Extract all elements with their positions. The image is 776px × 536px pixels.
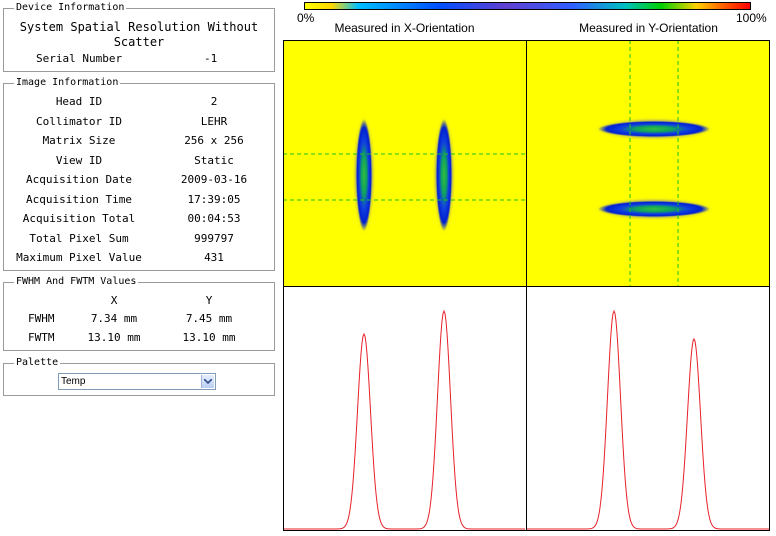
fwhm-x-value: 7.34 mm: [90, 312, 138, 325]
image-info-value: 999797: [194, 231, 234, 245]
image-info-label: Acquisition Time: [26, 192, 132, 206]
device-information-legend: Device Information: [14, 2, 127, 14]
y-image-panel: [527, 40, 770, 286]
image-information-legend: Image Information: [14, 77, 121, 89]
image-info-label: Total Pixel Sum: [29, 231, 129, 245]
fwhm-column-y-header: Y: [205, 294, 213, 307]
x-line-source-right: [436, 119, 452, 231]
serial-number-label: Serial Number: [36, 52, 123, 65]
fwhm-column-x-header: X: [110, 294, 118, 307]
y-profile-panel: [527, 287, 770, 531]
colorbar-max-label: 100%: [736, 11, 767, 25]
palette-select[interactable]: Temp: [58, 373, 216, 390]
palette-legend: Palette: [14, 357, 61, 369]
image-info-value: 2: [210, 95, 218, 108]
fwtm-y-value: 13.10 mm: [182, 331, 236, 344]
serial-number-value: -1: [204, 52, 218, 65]
image-info-label: Acquisition Date: [26, 173, 132, 186]
measurement-panels: [283, 40, 770, 531]
image-info-value: 256 x 256: [184, 134, 244, 147]
x-profile-panel: [283, 287, 526, 531]
fwtm-row-label: FWTM: [28, 331, 55, 344]
image-info-label: View ID: [55, 153, 103, 167]
device-information-group: Device Information System Spatial Resolu…: [3, 2, 275, 72]
image-info-label: Head ID: [55, 95, 103, 108]
device-description-line2: Scatter: [113, 35, 165, 49]
device-description-line1: System Spatial Resolution Without: [19, 20, 259, 34]
y-profile-curve: [527, 309, 769, 530]
x-image-panel: [283, 40, 526, 286]
palette-group: Palette: [3, 357, 275, 396]
x-profile-curve: [283, 309, 525, 530]
fwtm-x-value: 13.10 mm: [87, 331, 141, 344]
fwhm-row-label: FWHM: [28, 312, 55, 325]
image-info-value: 2009-03-16: [180, 173, 248, 186]
chevron-down-icon: [204, 379, 212, 384]
dropdown-button[interactable]: [201, 375, 214, 388]
y-line-source-bottom: [598, 201, 710, 217]
image-info-label: Acquisition Total: [22, 212, 136, 225]
image-info-label: Matrix Size: [42, 134, 116, 147]
colorbar-min-label: 0%: [297, 11, 315, 25]
x-line-source-left: [356, 119, 372, 231]
fwhm-fwtm-legend: FWHM And FWTM Values: [14, 276, 139, 288]
image-info-label: Maximum Pixel Value: [16, 251, 142, 264]
image-info-value: 431: [204, 251, 224, 264]
image-info-value: 00:04:53: [187, 212, 241, 225]
fwhm-fwtm-group: FWHM And FWTM Values X Y FWHM 7.34 mm 7.…: [3, 276, 275, 351]
colorbar: [304, 2, 751, 10]
image-info-value: LEHR: [200, 114, 228, 128]
image-info-value: 17:39:05: [187, 192, 241, 206]
palette-selected-value: Temp: [61, 376, 86, 387]
x-orientation-title: Measured in X-Orientation: [334, 21, 475, 35]
image-info-value: Static: [194, 153, 234, 167]
image-information-group: Image Information Head ID 2 Collimator ID L…: [3, 77, 275, 271]
y-orientation-title: Measured in Y-Orientation: [579, 21, 718, 35]
image-info-label: Collimator ID: [35, 114, 123, 128]
fwhm-y-value: 7.45 mm: [185, 312, 233, 325]
y-line-source-top: [598, 121, 710, 137]
